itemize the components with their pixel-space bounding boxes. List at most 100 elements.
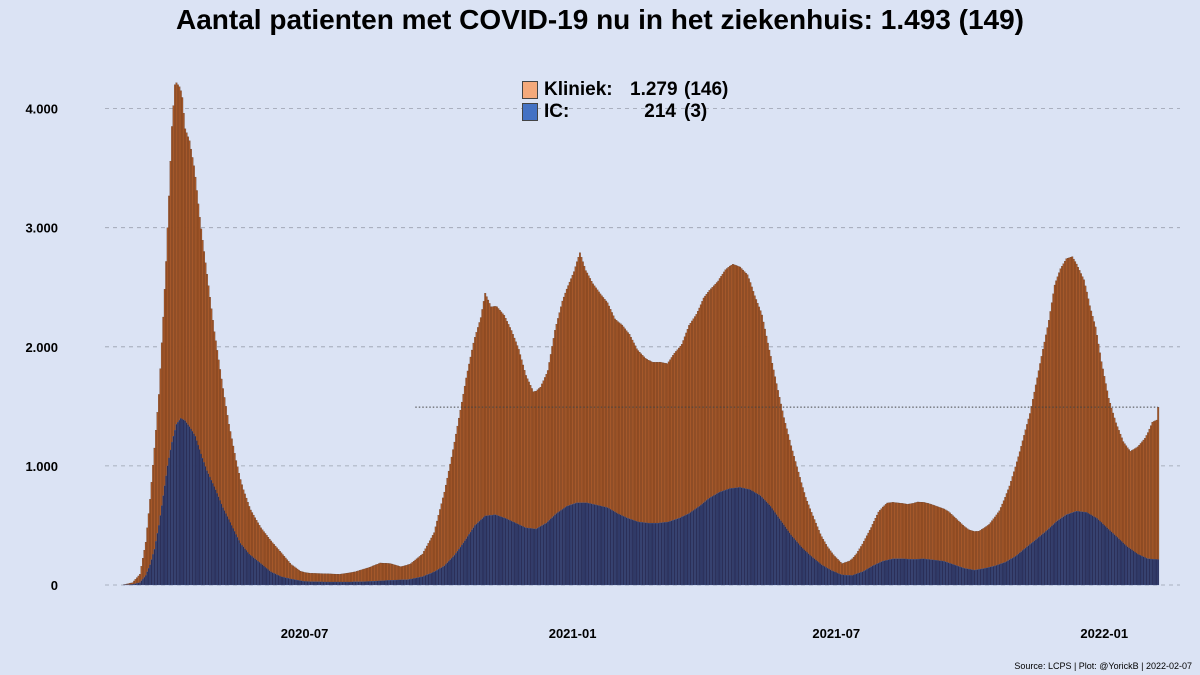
bar-ic bbox=[654, 522, 657, 586]
bar-ic bbox=[908, 559, 910, 586]
bar-kliniek bbox=[632, 342, 635, 521]
bar-kliniek bbox=[158, 394, 160, 526]
bar-ic bbox=[1059, 518, 1062, 586]
bar-ic bbox=[267, 569, 270, 586]
bar-ic bbox=[165, 475, 168, 586]
bar-kliniek bbox=[951, 515, 954, 565]
bar-kliniek bbox=[816, 526, 819, 562]
bar-ic bbox=[745, 488, 747, 586]
bar-ic bbox=[777, 516, 779, 586]
bar-kliniek bbox=[143, 550, 146, 578]
bar-ic bbox=[899, 558, 902, 586]
bar-kliniek bbox=[394, 564, 396, 581]
bar-kliniek bbox=[337, 574, 340, 583]
bar-ic bbox=[1106, 527, 1109, 586]
bar-kliniek bbox=[944, 509, 947, 562]
bar-kliniek bbox=[1032, 399, 1034, 543]
bar-ic bbox=[637, 521, 640, 586]
bar-ic bbox=[507, 519, 510, 586]
bar-kliniek bbox=[174, 84, 176, 431]
bar-kliniek bbox=[644, 358, 647, 523]
bar-ic bbox=[219, 500, 222, 586]
bar-ic bbox=[1091, 515, 1094, 586]
bar-kliniek bbox=[343, 573, 345, 583]
bar-ic bbox=[889, 559, 892, 586]
bar-kliniek bbox=[327, 573, 329, 583]
bar-ic bbox=[816, 561, 819, 586]
bar-kliniek bbox=[745, 273, 747, 489]
bar-ic bbox=[220, 503, 223, 586]
bar-ic bbox=[867, 568, 870, 586]
bar-kliniek bbox=[361, 569, 364, 582]
bar-ic bbox=[146, 571, 149, 586]
bar-kliniek bbox=[1109, 402, 1112, 531]
bar-ic bbox=[954, 565, 957, 586]
bar-kliniek bbox=[463, 385, 466, 542]
bar-kliniek bbox=[176, 84, 179, 423]
bar-ic bbox=[235, 534, 238, 586]
bar-kliniek bbox=[887, 502, 890, 560]
bar-kliniek bbox=[271, 542, 274, 573]
bar-ic bbox=[759, 495, 762, 586]
bar-ic bbox=[1128, 547, 1130, 586]
bar-kliniek bbox=[711, 287, 714, 497]
bar-kliniek bbox=[251, 512, 254, 557]
bar-kliniek bbox=[720, 276, 723, 492]
bar-kliniek bbox=[871, 524, 874, 567]
bar-ic bbox=[181, 418, 184, 586]
bar-kliniek bbox=[852, 556, 855, 576]
bar-kliniek bbox=[159, 368, 162, 516]
bar-ic bbox=[437, 569, 440, 586]
bar-ic bbox=[682, 516, 685, 586]
bar-ic bbox=[1020, 551, 1023, 586]
bar-ic bbox=[273, 573, 275, 586]
bar-ic bbox=[877, 563, 880, 586]
bar-ic bbox=[497, 515, 500, 586]
bar-ic bbox=[179, 418, 182, 586]
bar-kliniek bbox=[794, 461, 797, 541]
bar-kliniek bbox=[1133, 448, 1136, 553]
bar-ic bbox=[134, 583, 137, 586]
bar-ic bbox=[169, 449, 172, 586]
bar-kliniek bbox=[873, 521, 876, 566]
bar-ic bbox=[924, 558, 927, 586]
bar-kliniek bbox=[528, 381, 530, 529]
bar-kliniek bbox=[370, 566, 373, 582]
bar-kliniek bbox=[577, 257, 580, 503]
bar-ic bbox=[222, 507, 224, 586]
bar-kliniek bbox=[691, 320, 693, 512]
bar-kliniek bbox=[443, 491, 446, 567]
bar-ic bbox=[592, 504, 594, 586]
bar-ic bbox=[1002, 562, 1005, 586]
bar-kliniek bbox=[523, 370, 526, 528]
bar-kliniek bbox=[820, 536, 823, 565]
bar-kliniek bbox=[421, 553, 424, 577]
bar-kliniek bbox=[283, 556, 286, 578]
bar-ic bbox=[1049, 527, 1052, 586]
bar-kliniek bbox=[759, 310, 762, 496]
bar-ic bbox=[676, 518, 679, 586]
bar-kliniek bbox=[938, 507, 941, 561]
bar-kliniek bbox=[456, 425, 459, 552]
bar-ic bbox=[729, 488, 731, 586]
bar-ic bbox=[734, 487, 737, 586]
bar-ic bbox=[832, 571, 835, 586]
bar-ic bbox=[557, 512, 559, 586]
bar-kliniek bbox=[171, 126, 173, 443]
bar-ic bbox=[801, 548, 804, 586]
bar-ic bbox=[860, 572, 862, 586]
bar-kliniek bbox=[367, 567, 370, 582]
bar-kliniek bbox=[780, 403, 782, 521]
bar-kliniek bbox=[965, 527, 967, 569]
bar-kliniek bbox=[216, 350, 219, 494]
bar-kliniek bbox=[241, 484, 243, 546]
bar-ic bbox=[449, 559, 452, 586]
bar-kliniek bbox=[976, 531, 979, 570]
bar-ic bbox=[994, 565, 996, 586]
bar-ic bbox=[478, 521, 481, 586]
bar-kliniek bbox=[618, 322, 621, 515]
bar-kliniek bbox=[646, 359, 648, 524]
bar-ic bbox=[898, 558, 900, 586]
bar-ic bbox=[1129, 548, 1132, 586]
bar-ic bbox=[906, 558, 909, 586]
